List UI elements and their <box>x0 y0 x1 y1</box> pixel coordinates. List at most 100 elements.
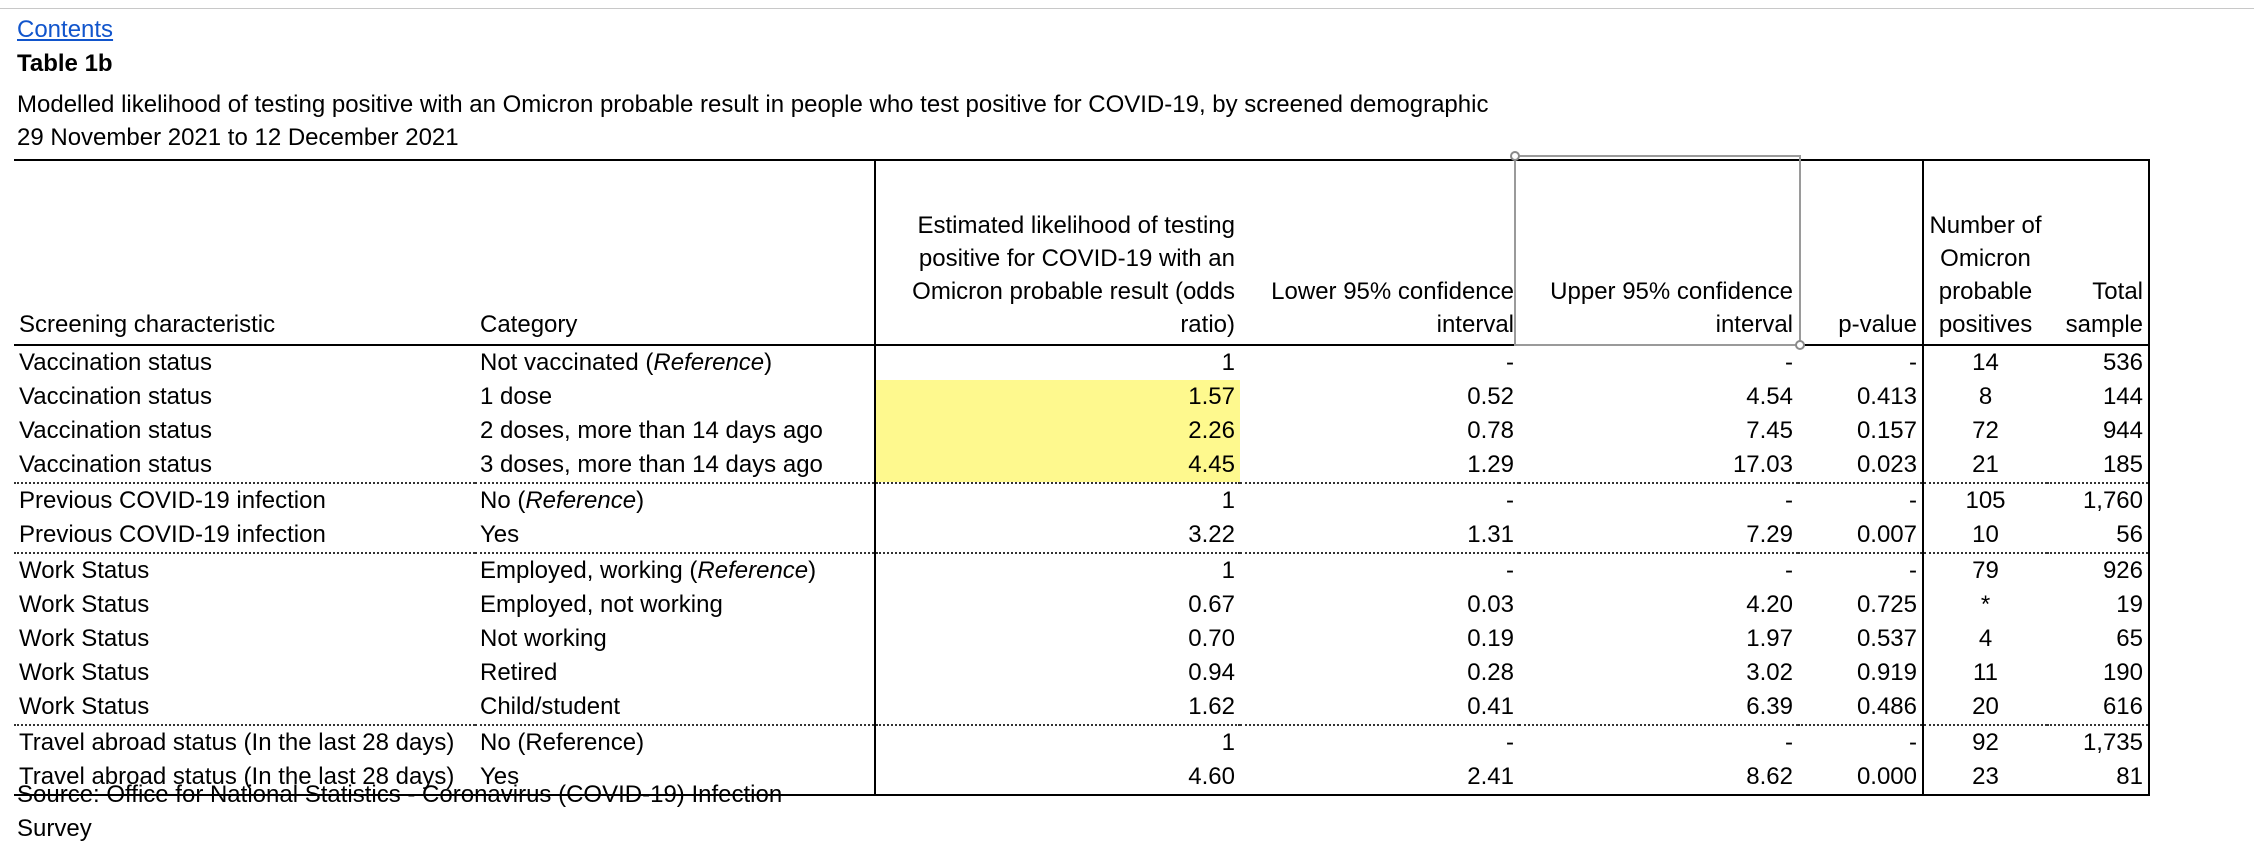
cell-lower-ci[interactable]: 0.41 <box>1467 693 1514 720</box>
cell-positives[interactable]: 11 <box>1973 659 1998 686</box>
cell-category[interactable]: Yes <box>475 760 875 796</box>
cell-lower-ci[interactable]: 0.19 <box>1467 625 1514 652</box>
cell-lower-ci[interactable]: - <box>1240 482 1519 518</box>
cell-screening[interactable]: Previous COVID-19 infection <box>14 482 475 518</box>
cell-p-value[interactable]: 0.007 <box>1798 518 1924 553</box>
cell-positives[interactable]: * <box>1980 591 1991 618</box>
cell-odds-ratio[interactable]: 3.22 <box>874 518 1240 553</box>
cell-p-value[interactable]: - <box>1798 724 1924 760</box>
cell-p-value[interactable]: 0.919 <box>1798 656 1924 690</box>
cell-odds-ratio[interactable]: 0.70 <box>874 622 1240 656</box>
cell-lower-ci[interactable]: 1.29 <box>1467 451 1514 478</box>
cell-odds-ratio[interactable]: 4.60 <box>874 760 1240 796</box>
cell-upper-ci[interactable]: 6.39 <box>1746 693 1793 720</box>
cell-total-sample[interactable]: 616 <box>2047 690 2150 725</box>
header-category[interactable]: Category <box>475 159 875 346</box>
cell-upper-ci[interactable]: 1.97 <box>1746 625 1793 652</box>
cell-lower-ci[interactable]: - <box>1240 724 1519 760</box>
cell-lower-ci[interactable]: - <box>1240 552 1519 588</box>
cell-upper-ci[interactable]: 7.45 <box>1746 417 1793 444</box>
cell-odds-ratio[interactable]: 1 <box>874 724 1240 760</box>
cell-positives[interactable]: 105 <box>1923 482 2047 518</box>
cell-category[interactable]: No (Reference) <box>475 482 875 518</box>
cell-total-sample[interactable]: 926 <box>2047 552 2150 588</box>
cell-odds-ratio[interactable]: 0.67 <box>874 588 1240 622</box>
cell-lower-ci[interactable]: - <box>1506 349 1514 376</box>
cell-upper-ci[interactable]: 3.02 <box>1746 659 1793 686</box>
cell-upper-ci[interactable]: 7.29 <box>1746 521 1793 548</box>
cell-total-sample[interactable]: 1,735 <box>2047 724 2150 760</box>
cell-total-sample[interactable]: 144 <box>2047 380 2150 414</box>
cell-screening[interactable]: Vaccination status <box>19 349 212 376</box>
cell-total-sample[interactable]: 56 <box>2047 518 2150 553</box>
cell-odds-ratio[interactable]: 0.94 <box>874 656 1240 690</box>
cell-screening[interactable]: Previous COVID-19 infection <box>19 521 326 548</box>
cell-upper-ci[interactable]: - <box>1519 552 1798 588</box>
cell-p-value[interactable]: - <box>1798 552 1924 588</box>
cell-positives[interactable]: 79 <box>1923 552 2047 588</box>
cell-screening[interactable]: Work Status <box>19 625 150 652</box>
cell-category[interactable]: 3 doses, more than 14 days ago <box>480 451 823 478</box>
cell-lower-ci[interactable]: 0.52 <box>1467 383 1514 410</box>
cell-p-value[interactable]: - <box>1798 345 1924 380</box>
cell-total-sample[interactable]: 19 <box>2047 588 2150 622</box>
cell-total-sample[interactable]: 1,760 <box>2047 482 2150 518</box>
cell-screening[interactable]: Work Status <box>19 659 150 686</box>
cell-p-value[interactable]: 0.023 <box>1798 448 1924 483</box>
cell-odds-ratio[interactable]: 4.45 <box>874 448 1240 483</box>
cell-category[interactable]: Yes <box>480 521 520 548</box>
cell-screening[interactable]: Work Status <box>14 552 475 588</box>
cell-odds-ratio[interactable]: 1 <box>874 482 1240 518</box>
cell-p-value[interactable]: 0.000 <box>1798 760 1924 796</box>
cell-upper-ci[interactable]: 17.03 <box>1732 451 1793 478</box>
cell-lower-ci[interactable]: 0.78 <box>1467 417 1514 444</box>
cell-lower-ci[interactable]: 0.03 <box>1467 591 1514 618</box>
cell-total-sample[interactable]: 536 <box>2047 345 2150 380</box>
header-p-value[interactable]: p-value <box>1798 159 1924 346</box>
cell-p-value[interactable]: - <box>1798 482 1924 518</box>
cell-category[interactable]: Not working <box>480 625 607 652</box>
cell-positives[interactable]: 72 <box>1972 417 1999 444</box>
cell-screening[interactable]: Vaccination status <box>19 417 212 444</box>
cell-total-sample[interactable]: 185 <box>2047 448 2150 483</box>
cell-p-value[interactable]: 0.157 <box>1798 414 1924 448</box>
cell-positives[interactable]: 8 <box>1978 383 1993 410</box>
cell-category[interactable]: Employed, working (Reference) <box>475 552 875 588</box>
cell-odds-ratio[interactable]: 1.57 <box>874 380 1240 414</box>
cell-upper-ci[interactable]: - <box>1785 349 1793 376</box>
header-upper-ci[interactable]: Upper 95% confidence interval <box>1519 159 1798 346</box>
cell-odds-ratio[interactable]: 1.62 <box>874 690 1240 725</box>
contents-link[interactable]: Contents <box>17 16 114 43</box>
cell-lower-ci[interactable]: 1.31 <box>1467 521 1514 548</box>
cell-positives[interactable]: 21 <box>1972 451 1999 478</box>
cell-p-value[interactable]: 0.725 <box>1798 588 1924 622</box>
cell-screening[interactable]: Vaccination status <box>19 451 212 478</box>
cell-p-value[interactable]: 0.413 <box>1798 380 1924 414</box>
cell-upper-ci[interactable]: 4.54 <box>1746 383 1793 410</box>
cell-lower-ci[interactable]: 2.41 <box>1240 760 1519 796</box>
cell-odds-ratio[interactable]: 1 <box>874 552 1240 588</box>
cell-category[interactable]: 2 doses, more than 14 days ago <box>480 417 823 444</box>
cell-category[interactable]: No (Reference) <box>475 724 875 760</box>
cell-positives[interactable]: 92 <box>1923 724 2047 760</box>
cell-positives[interactable]: 10 <box>1972 521 1999 548</box>
cell-upper-ci[interactable]: 4.20 <box>1746 591 1793 618</box>
cell-upper-ci[interactable]: 8.62 <box>1519 760 1798 796</box>
cell-upper-ci[interactable]: - <box>1519 482 1798 518</box>
cell-positives[interactable]: 14 <box>1972 349 1999 376</box>
cell-positives[interactable]: 23 <box>1923 760 2047 796</box>
cell-category[interactable]: 1 dose <box>480 383 553 410</box>
cell-odds-ratio[interactable]: 1 <box>874 345 1240 380</box>
cell-odds-ratio[interactable]: 2.26 <box>874 414 1240 448</box>
header-odds-ratio[interactable]: Estimated likelihood of testing positive… <box>874 159 1240 346</box>
cell-lower-ci[interactable]: 0.28 <box>1467 659 1514 686</box>
header-positives[interactable]: Number of Omicron probable positives <box>1923 159 2047 346</box>
cell-screening[interactable]: Travel abroad status (In the last 28 day… <box>14 724 475 760</box>
cell-screening[interactable]: Work Status <box>19 591 150 618</box>
cell-category[interactable]: Child/student <box>480 693 621 720</box>
cell-upper-ci[interactable]: - <box>1519 724 1798 760</box>
cell-positives[interactable]: 4 <box>1978 625 1993 652</box>
cell-total-sample[interactable]: 190 <box>2047 656 2150 690</box>
header-screening[interactable]: Screening characteristic <box>14 159 475 346</box>
cell-p-value[interactable]: 0.486 <box>1798 690 1924 725</box>
